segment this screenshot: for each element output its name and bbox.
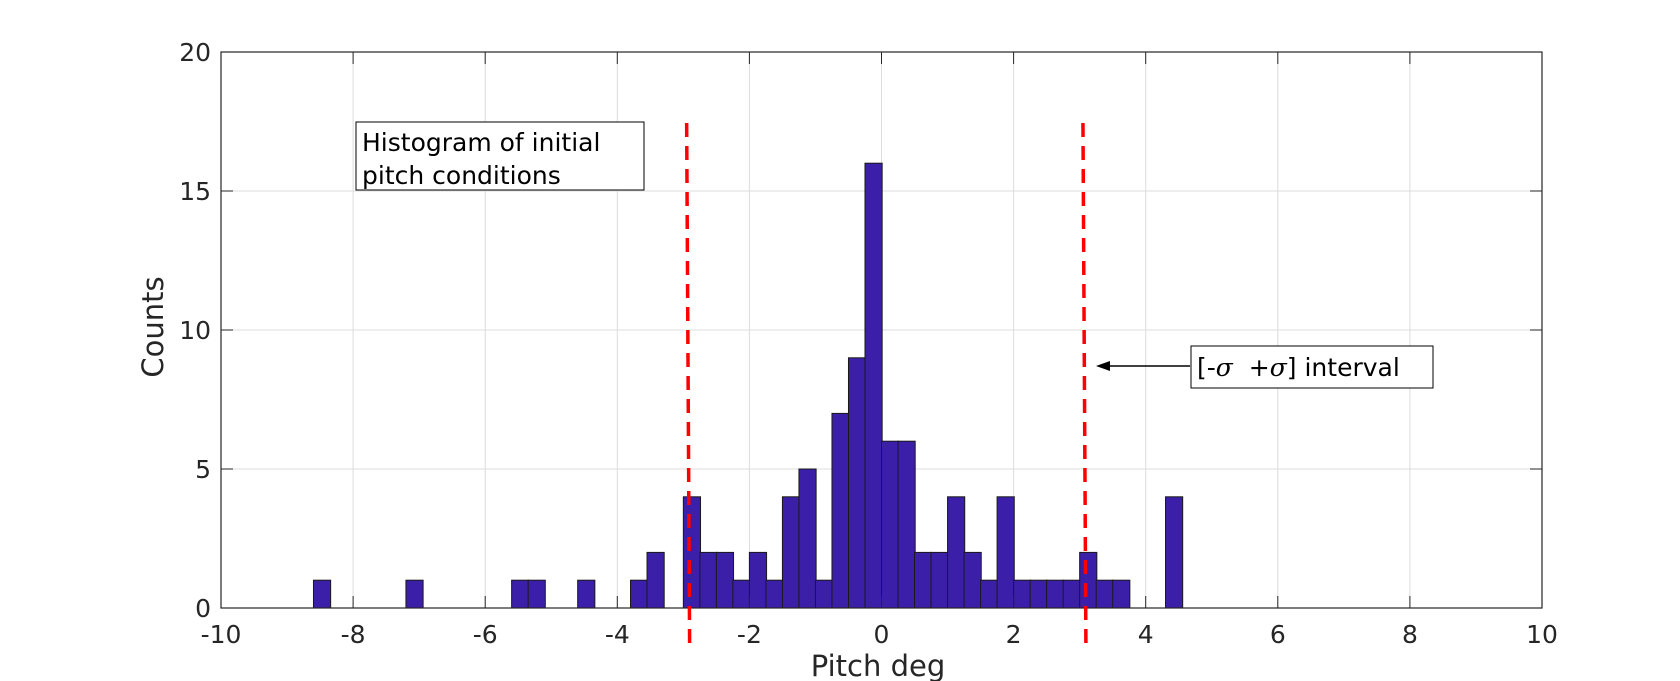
histogram-bar: [996, 496, 1015, 609]
x-tick-label: 6: [1270, 620, 1286, 649]
x-tick-label: 2: [1006, 620, 1022, 649]
histogram-bar: [527, 579, 546, 609]
x-tick-label: 8: [1402, 620, 1418, 649]
y-axis-label: Counts: [136, 276, 170, 377]
histogram-bar: [312, 579, 332, 609]
interval-open: [-: [1197, 353, 1216, 382]
histogram-bar: [765, 579, 784, 609]
x-tick-label: -6: [473, 620, 498, 649]
histogram-bar: [980, 579, 999, 609]
y-tick-label: 20: [179, 38, 211, 67]
histogram-bar: [1112, 579, 1131, 609]
histogram-bar: [947, 496, 966, 609]
histogram-bar: [577, 579, 596, 609]
x-tick-label: 4: [1138, 620, 1154, 649]
histogram-note-line-1: Histogram of initial: [362, 128, 600, 157]
histogram-note-box: [355, 121, 645, 191]
x-tick-label: -2: [737, 620, 762, 649]
histogram-bar: [847, 357, 867, 609]
y-axis-ticks: 0 5 10 15 20: [179, 38, 1542, 623]
y-tick-label: 0: [195, 594, 211, 623]
histogram-bar: [1165, 496, 1184, 609]
x-tick-label: 0: [874, 620, 890, 649]
histogram-bar: [897, 440, 916, 609]
y-tick-label: 15: [179, 177, 211, 206]
histogram-bar: [781, 496, 801, 609]
histogram-bar: [682, 496, 702, 609]
x-tick-label: -4: [605, 620, 630, 649]
histogram-bars: [312, 162, 1184, 609]
histogram-bar: [699, 551, 718, 609]
histogram-bar: [511, 579, 530, 609]
histogram-bar: [1029, 579, 1048, 609]
y-tick-label: 5: [195, 455, 211, 484]
histogram-bar: [732, 579, 751, 609]
x-axis-label: Pitch deg: [811, 649, 945, 681]
histogram-bar: [798, 468, 817, 609]
interval-close: ] interval: [1287, 353, 1400, 382]
y-tick-label: 10: [179, 316, 211, 345]
histogram-bar: [914, 551, 933, 609]
interval-arrow-head: [1096, 361, 1110, 371]
interval-mid: +: [1233, 353, 1270, 382]
x-tick-label: -8: [341, 620, 366, 649]
sigma-boundary-line: [684, 122, 692, 652]
sigma-boundary-line: [1081, 122, 1088, 652]
histogram-bar: [963, 551, 982, 609]
histogram-bar: [881, 440, 900, 609]
histogram-note-line-2: pitch conditions: [362, 161, 561, 190]
histogram-bar: [1046, 579, 1065, 609]
x-tick-label: 10: [1526, 620, 1558, 649]
sigma-symbol-1: σ: [1216, 353, 1234, 382]
x-axis-ticks: -10 -8 -6 -4 -2 0 2 4 6 8 10: [201, 52, 1558, 649]
histogram-bar: [646, 551, 665, 609]
histogram-bar: [1095, 579, 1114, 609]
histogram-bar: [715, 551, 735, 609]
interval-note-text: [-σ +σ] interval: [1197, 353, 1400, 382]
histogram-bar: [1013, 579, 1032, 609]
histogram-bar: [930, 551, 949, 609]
sigma-symbol-2: σ: [1270, 353, 1288, 382]
histogram-bar: [814, 579, 834, 609]
histogram-bar: [1062, 579, 1081, 609]
sigma-lines: [684, 122, 1088, 652]
x-tick-label: -10: [201, 620, 242, 649]
interval-note-box: [1190, 345, 1434, 389]
histogram-bar: [630, 579, 649, 609]
histogram-bar: [1079, 551, 1098, 609]
histogram-bar: [831, 412, 850, 609]
histogram-bar: [864, 162, 883, 609]
histogram-bar: [748, 551, 768, 609]
histogram-bar: [405, 579, 424, 609]
